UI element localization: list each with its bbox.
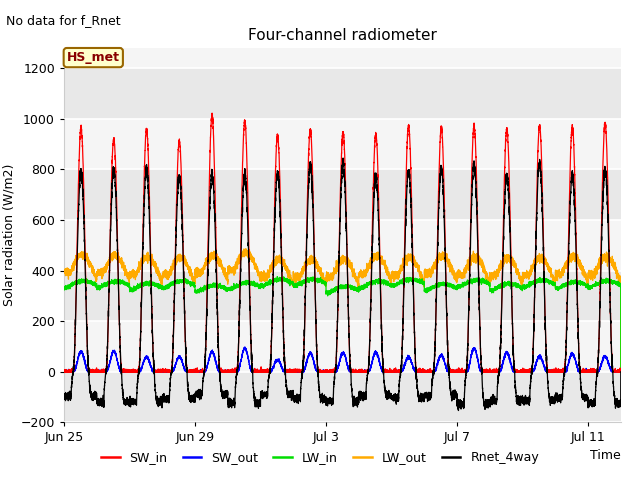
Y-axis label: Solar radiation (W/m2): Solar radiation (W/m2) — [2, 164, 15, 306]
Legend: SW_in, SW_out, LW_in, LW_out, Rnet_4way: SW_in, SW_out, LW_in, LW_out, Rnet_4way — [96, 446, 544, 469]
Text: HS_met: HS_met — [67, 51, 120, 64]
Bar — [64, 271, 621, 321]
Bar — [64, 169, 621, 220]
Bar — [64, 68, 621, 119]
X-axis label: Time: Time — [590, 449, 621, 462]
Bar — [64, 372, 621, 422]
Title: Four-channel radiometer: Four-channel radiometer — [248, 28, 437, 43]
Text: No data for f_Rnet: No data for f_Rnet — [6, 14, 121, 27]
